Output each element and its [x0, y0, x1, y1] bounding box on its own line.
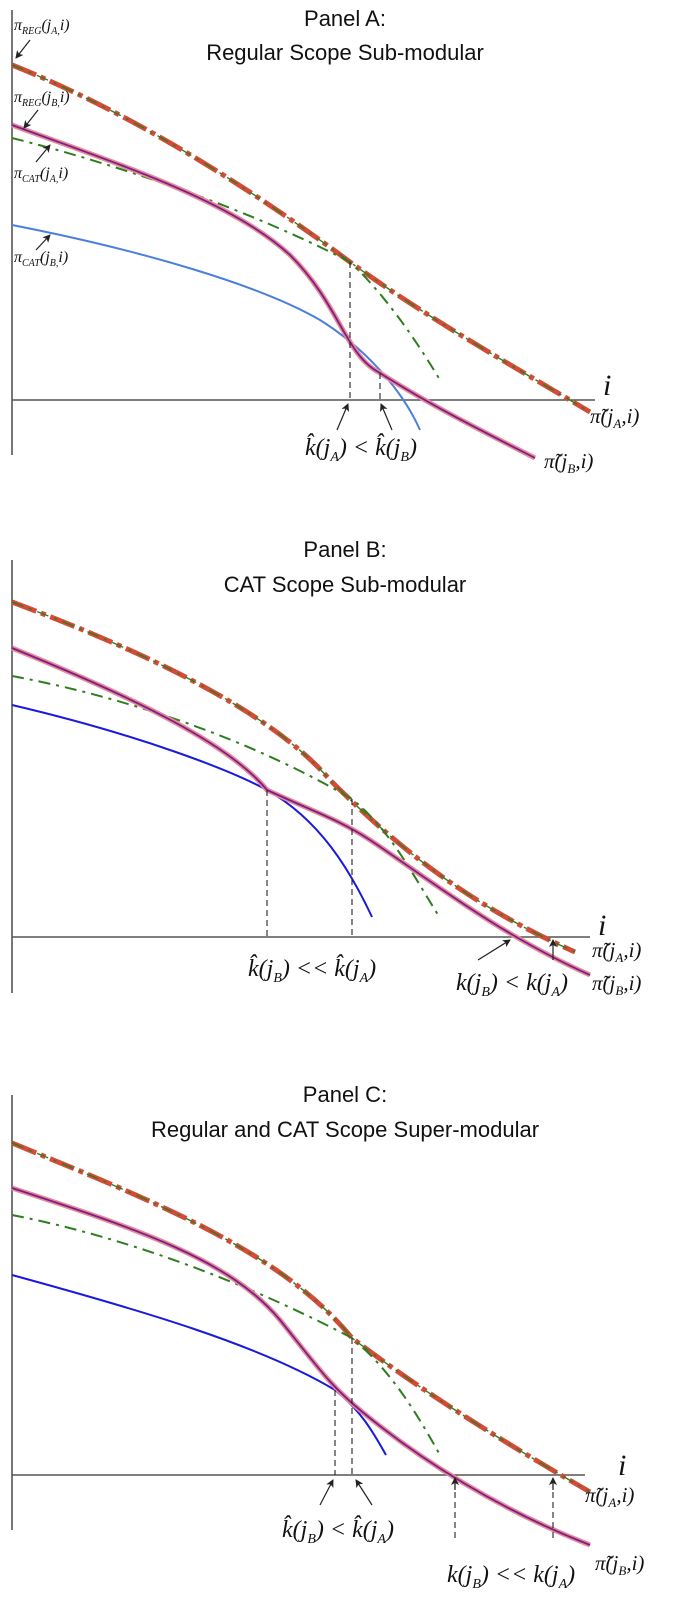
- panel-c-title-line1: Panel C:: [303, 1082, 387, 1107]
- panel-a-pi-reg-jb-curve: [11, 124, 536, 459]
- panel-a-khat-comparison: k̂(jA) < k̂(jB): [305, 433, 417, 465]
- panel-b-khat-comparison: k̂(jB) << k̂(jA): [248, 954, 376, 986]
- panel-b-title-line2: CAT Scope Sub-modular: [224, 572, 467, 597]
- panel-a-arrow-pi-cat-ja: [35, 144, 51, 163]
- panel-c: Panel C: Regular and CAT Scope Super-mod…: [11, 1082, 644, 1592]
- panel-a-arrow-pi-cat-jb: [35, 234, 51, 251]
- panel-a-axis-i-label: i: [603, 369, 611, 402]
- panel-a-arrow-pi-reg-ja: [15, 39, 31, 59]
- panel-a-tilde-ja-label: π̃(jA,i): [590, 404, 639, 431]
- panel-a-label-pi-reg-ja: πREG(jA,i): [14, 17, 70, 37]
- panel-a-title-line2: Regular Scope Sub-modular: [206, 40, 484, 65]
- panel-c-axis-i-label: i: [618, 1449, 626, 1482]
- panel-c-arrow-khat-jb: [319, 1479, 334, 1506]
- panel-b-k-comparison: k(jB) < k(jA): [456, 970, 568, 1000]
- panel-a-label-pi-cat-jb: πCAT(jB,i): [14, 249, 68, 269]
- panel-b-title-line1: Panel B:: [303, 537, 386, 562]
- panel-b-tilde-jb-label: π̃(jB,i): [592, 971, 641, 998]
- panel-a-label-pi-reg-jb: πREG(jB,i): [14, 89, 70, 109]
- panel-a-title-line1: Panel A:: [304, 6, 386, 31]
- panel-c-pi-reg-jb-underlay: [11, 1185, 591, 1548]
- panel-b-pi-reg-ja-overlay: [11, 601, 576, 953]
- panel-c-khat-comparison: k̂(jB) < k̂(jA): [282, 1515, 394, 1547]
- panel-b-pi-reg-ja-curve: [11, 599, 577, 955]
- panel-a-pi-reg-ja-overlay: [11, 64, 591, 413]
- panel-a: Panel A: Regular Scope Sub-modular πREG(…: [11, 6, 639, 476]
- panel-b: Panel B: CAT Scope Sub-modular i k̂(jB) …: [11, 537, 641, 1000]
- panel-b-arrow-k-jb: [477, 939, 511, 961]
- panel-c-tilde-jb-label: π̃(jB,i): [595, 1551, 644, 1578]
- panel-c-pi-cat-jb-curve: [11, 1274, 387, 1456]
- panel-c-arrow-khat-ja: [355, 1479, 373, 1506]
- panel-a-label-pi-cat-ja: πCAT(jA,i): [14, 165, 68, 185]
- panel-c-pi-cat-ja-curve: [11, 1214, 441, 1456]
- panel-c-title-line2: Regular and CAT Scope Super-modular: [151, 1117, 539, 1142]
- panel-b-pi-reg-jb-curve: [11, 647, 591, 976]
- panel-b-pi-reg-jb-underlay: [11, 645, 592, 978]
- panel-c-pi-reg-ja-overlay: [11, 1142, 591, 1493]
- panel-a-pi-cat-ja-curve: [11, 137, 441, 381]
- panel-a-arrow-khat-jb: [380, 403, 393, 431]
- panel-a-pi-reg-jb-underlay: [11, 122, 537, 461]
- panel-c-tilde-ja-label: π̃(jA,i): [585, 1483, 634, 1510]
- panel-b-tilde-ja-label: π̃(jA,i): [592, 938, 641, 965]
- panel-c-k-comparison: k(jB) << k(jA): [447, 1562, 575, 1592]
- panel-b-axis-i-label: i: [598, 909, 606, 942]
- panel-a-arrow-pi-reg-jb: [23, 109, 39, 129]
- panel-a-tilde-jb-label: π̃(jB,i): [544, 449, 593, 476]
- panel-c-pi-reg-jb-curve: [11, 1187, 591, 1546]
- panel-a-arrow-khat-ja: [336, 403, 349, 431]
- panel-b-pi-cat-ja-curve: [11, 675, 441, 919]
